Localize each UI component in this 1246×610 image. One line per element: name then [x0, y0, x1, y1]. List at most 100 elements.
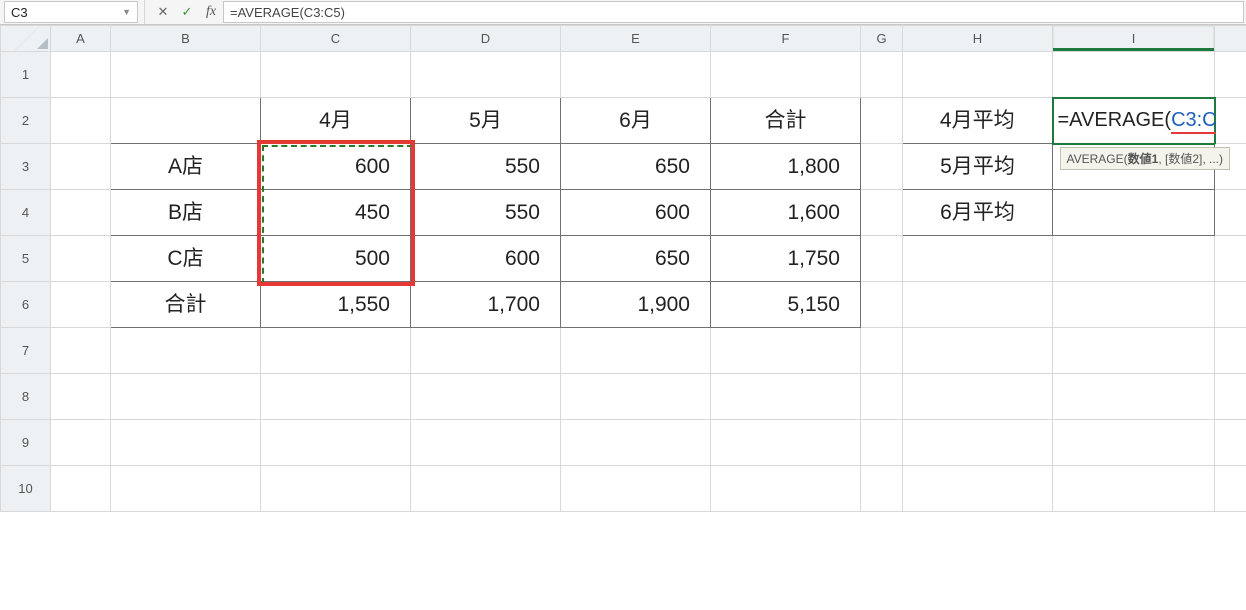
cell-B9[interactable] — [111, 420, 261, 466]
cell-G2[interactable] — [861, 98, 903, 144]
cell-B8[interactable] — [111, 374, 261, 420]
cell-C1[interactable] — [261, 52, 411, 98]
cell-E1[interactable] — [561, 52, 711, 98]
cell-H9[interactable] — [903, 420, 1053, 466]
cell-F5[interactable]: 1,750 — [711, 236, 861, 282]
cell-I10[interactable] — [1053, 466, 1215, 512]
cell-F8[interactable] — [711, 374, 861, 420]
cell-H2[interactable]: 4月平均 — [903, 98, 1053, 144]
cell-H7[interactable] — [903, 328, 1053, 374]
cell-F3[interactable]: 1,800 — [711, 144, 861, 190]
cell-F9[interactable] — [711, 420, 861, 466]
cell-E8[interactable] — [561, 374, 711, 420]
cell-C7[interactable] — [261, 328, 411, 374]
col-header-E[interactable]: E — [561, 26, 711, 52]
row-header-1[interactable]: 1 — [1, 52, 51, 98]
cell-D8[interactable] — [411, 374, 561, 420]
fx-icon[interactable]: fx — [199, 0, 223, 24]
row-header-7[interactable]: 7 — [1, 328, 51, 374]
cell-E3[interactable]: 650 — [561, 144, 711, 190]
cell-F2[interactable]: 合計 — [711, 98, 861, 144]
cell-J9[interactable] — [1215, 420, 1246, 466]
worksheet-grid[interactable]: A B C D E F G H I J 1 2 4月 5月 6月 合計 4月平均 — [0, 25, 1246, 512]
col-header-F[interactable]: F — [711, 26, 861, 52]
chevron-down-icon[interactable]: ▼ — [122, 7, 131, 17]
row-header-8[interactable]: 8 — [1, 374, 51, 420]
row-header-9[interactable]: 9 — [1, 420, 51, 466]
cancel-icon[interactable]: ✕ — [151, 0, 175, 24]
cell-E10[interactable] — [561, 466, 711, 512]
cell-A9[interactable] — [51, 420, 111, 466]
cell-B7[interactable] — [111, 328, 261, 374]
cell-B4[interactable]: B店 — [111, 190, 261, 236]
cell-F1[interactable] — [711, 52, 861, 98]
cell-B1[interactable] — [111, 52, 261, 98]
cell-G4[interactable] — [861, 190, 903, 236]
col-header-D[interactable]: D — [411, 26, 561, 52]
cell-A2[interactable] — [51, 98, 111, 144]
cell-H8[interactable] — [903, 374, 1053, 420]
cell-E4[interactable]: 600 — [561, 190, 711, 236]
cell-B2[interactable] — [111, 98, 261, 144]
cell-C4[interactable]: 450 — [261, 190, 411, 236]
cell-A1[interactable] — [51, 52, 111, 98]
cell-H5[interactable] — [903, 236, 1053, 282]
cell-C8[interactable] — [261, 374, 411, 420]
row-header-3[interactable]: 3 — [1, 144, 51, 190]
col-header-A[interactable]: A — [51, 26, 111, 52]
cell-A6[interactable] — [51, 282, 111, 328]
cell-B5[interactable]: C店 — [111, 236, 261, 282]
cell-H10[interactable] — [903, 466, 1053, 512]
cell-G5[interactable] — [861, 236, 903, 282]
cell-E7[interactable] — [561, 328, 711, 374]
cell-E2[interactable]: 6月 — [561, 98, 711, 144]
cell-B10[interactable] — [111, 466, 261, 512]
col-header-I[interactable]: I — [1053, 26, 1215, 52]
cell-I4[interactable] — [1053, 190, 1215, 236]
cell-J10[interactable] — [1215, 466, 1246, 512]
cell-I9[interactable] — [1053, 420, 1215, 466]
cell-D3[interactable]: 550 — [411, 144, 561, 190]
cell-A8[interactable] — [51, 374, 111, 420]
cell-I2-editing[interactable]: =AVERAGE(C3:C5) AVERAGE(数値1, [数値2], ...) — [1053, 98, 1215, 144]
cell-G10[interactable] — [861, 466, 903, 512]
cell-A10[interactable] — [51, 466, 111, 512]
row-header-2[interactable]: 2 — [1, 98, 51, 144]
name-box[interactable]: C3 ▼ — [4, 1, 138, 23]
cell-H3[interactable]: 5月平均 — [903, 144, 1053, 190]
cell-D6[interactable]: 1,700 — [411, 282, 561, 328]
cell-E6[interactable]: 1,900 — [561, 282, 711, 328]
cell-C10[interactable] — [261, 466, 411, 512]
cell-D9[interactable] — [411, 420, 561, 466]
cell-H1[interactable] — [903, 52, 1053, 98]
cell-G1[interactable] — [861, 52, 903, 98]
cell-G8[interactable] — [861, 374, 903, 420]
cell-F10[interactable] — [711, 466, 861, 512]
cell-J5[interactable] — [1215, 236, 1246, 282]
row-header-10[interactable]: 10 — [1, 466, 51, 512]
cell-G7[interactable] — [861, 328, 903, 374]
cell-A4[interactable] — [51, 190, 111, 236]
cell-F7[interactable] — [711, 328, 861, 374]
col-header-G[interactable]: G — [861, 26, 903, 52]
cell-I6[interactable] — [1053, 282, 1215, 328]
col-header-J[interactable]: J — [1215, 26, 1246, 52]
cell-I8[interactable] — [1053, 374, 1215, 420]
col-header-B[interactable]: B — [111, 26, 261, 52]
cell-D1[interactable] — [411, 52, 561, 98]
cell-D4[interactable]: 550 — [411, 190, 561, 236]
row-header-6[interactable]: 6 — [1, 282, 51, 328]
confirm-icon[interactable]: ✓ — [175, 0, 199, 24]
col-header-H[interactable]: H — [903, 26, 1053, 52]
cell-A7[interactable] — [51, 328, 111, 374]
cell-C6[interactable]: 1,550 — [261, 282, 411, 328]
cell-G3[interactable] — [861, 144, 903, 190]
cell-J2[interactable] — [1215, 98, 1246, 144]
cell-D10[interactable] — [411, 466, 561, 512]
cell-D5[interactable]: 600 — [411, 236, 561, 282]
cell-J8[interactable] — [1215, 374, 1246, 420]
cell-F4[interactable]: 1,600 — [711, 190, 861, 236]
row-header-5[interactable]: 5 — [1, 236, 51, 282]
cell-J7[interactable] — [1215, 328, 1246, 374]
cell-G6[interactable] — [861, 282, 903, 328]
